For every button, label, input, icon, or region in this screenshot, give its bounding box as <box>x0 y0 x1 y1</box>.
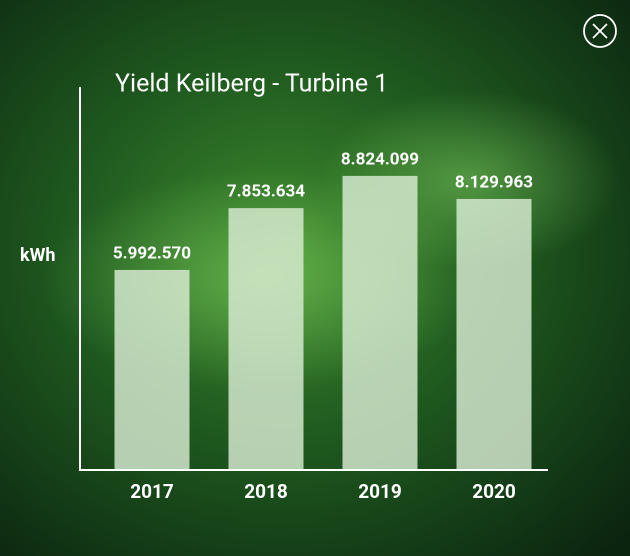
chart-title: Yield Keilberg - Turbine 1 <box>115 70 388 99</box>
x-tick-label: 2017 <box>130 480 174 503</box>
bar <box>342 175 418 469</box>
data-label: 7.853.634 <box>227 182 305 202</box>
x-tick-label: 2020 <box>472 480 516 503</box>
x-tick-label: 2018 <box>244 480 288 503</box>
x-tick-label: 2019 <box>358 480 402 503</box>
bar <box>456 198 532 469</box>
data-label: 8.129.963 <box>455 172 533 192</box>
bar <box>228 208 304 469</box>
close-button[interactable] <box>583 14 617 48</box>
close-icon[interactable] <box>592 23 608 39</box>
close-circle[interactable] <box>583 14 617 48</box>
bar <box>114 269 190 469</box>
y-axis-label: kWh <box>20 245 55 266</box>
data-label: 5.992.570 <box>113 243 191 263</box>
data-label: 8.824.099 <box>341 149 419 169</box>
